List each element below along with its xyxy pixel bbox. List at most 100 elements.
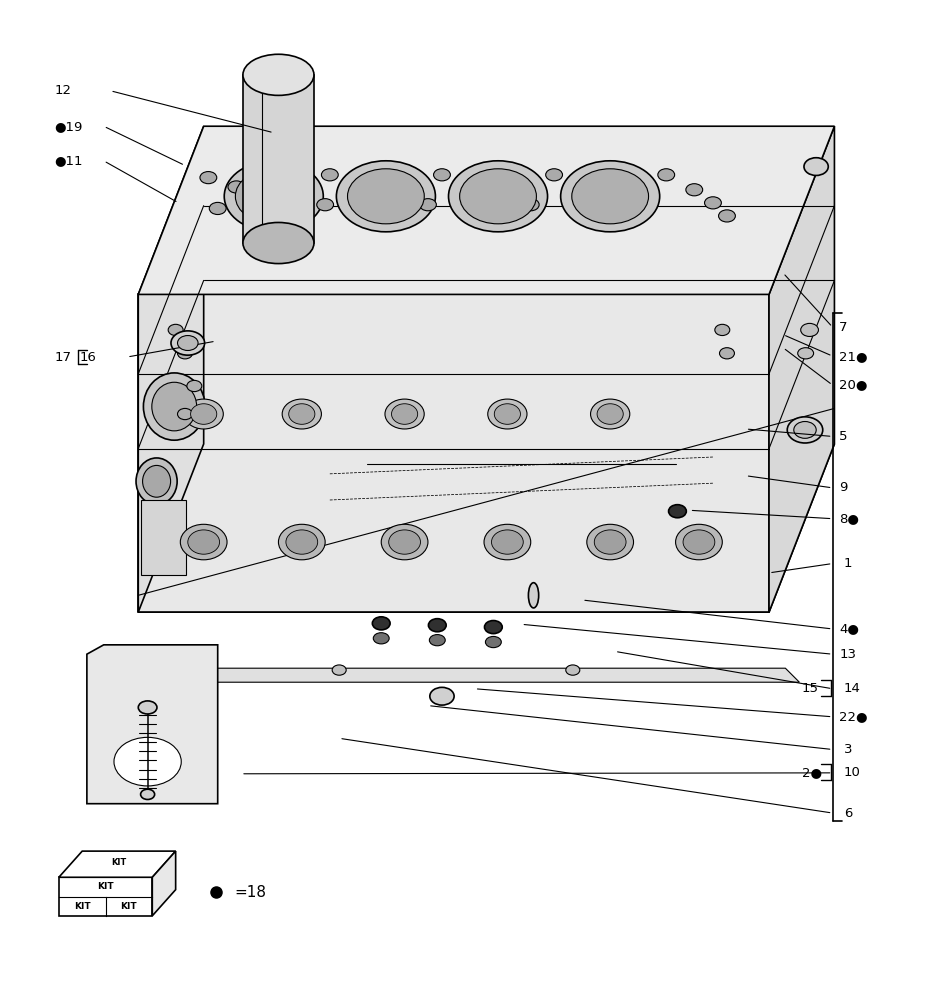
Ellipse shape [141,789,154,799]
Ellipse shape [560,161,660,232]
Ellipse shape [587,524,634,560]
Ellipse shape [178,336,198,350]
Ellipse shape [429,619,446,632]
Ellipse shape [597,404,623,424]
Ellipse shape [488,399,527,429]
Ellipse shape [385,399,424,429]
Ellipse shape [373,633,389,644]
Ellipse shape [152,382,196,431]
Ellipse shape [484,621,502,634]
Text: 7: 7 [839,321,848,334]
Text: 17: 17 [55,351,71,364]
Ellipse shape [243,222,314,264]
Ellipse shape [804,158,828,175]
Ellipse shape [801,323,819,336]
Ellipse shape [168,324,183,336]
Polygon shape [138,126,204,612]
Ellipse shape [382,524,428,560]
Ellipse shape [793,422,816,438]
Text: ●11: ●11 [55,154,83,167]
Text: 16: 16 [79,351,96,364]
Ellipse shape [683,530,714,554]
Text: 1: 1 [844,557,853,570]
Ellipse shape [658,169,675,181]
Ellipse shape [705,197,721,209]
Ellipse shape [184,399,224,429]
Ellipse shape [228,181,244,193]
Ellipse shape [317,199,334,211]
Ellipse shape [798,348,814,359]
Ellipse shape [180,524,227,560]
Ellipse shape [594,530,626,554]
Polygon shape [138,126,835,294]
Ellipse shape [714,324,729,336]
Ellipse shape [144,373,205,440]
Text: 6: 6 [844,807,853,820]
Ellipse shape [484,524,531,560]
Ellipse shape [566,665,580,675]
Ellipse shape [286,530,318,554]
Ellipse shape [372,617,390,630]
Text: 9: 9 [839,481,848,494]
Polygon shape [86,645,218,804]
Ellipse shape [138,701,157,714]
Text: 21●: 21● [839,350,868,363]
Ellipse shape [668,505,686,518]
Text: 15: 15 [802,682,819,695]
Ellipse shape [332,665,346,675]
Ellipse shape [278,524,325,560]
Ellipse shape [243,54,314,95]
Text: KIT: KIT [111,858,126,867]
Text: KIT: KIT [97,882,114,891]
Ellipse shape [528,583,539,608]
Text: 12: 12 [55,84,71,97]
Ellipse shape [572,169,649,224]
Text: 2●: 2● [802,766,822,779]
Ellipse shape [718,210,735,222]
Ellipse shape [719,348,734,359]
Ellipse shape [210,202,227,215]
Text: 14: 14 [844,682,861,695]
Ellipse shape [430,687,454,705]
Text: ●19: ●19 [55,120,83,133]
Ellipse shape [460,169,537,224]
Polygon shape [138,294,769,612]
Ellipse shape [787,417,822,443]
Ellipse shape [225,161,323,232]
Ellipse shape [235,169,312,224]
Ellipse shape [448,161,548,232]
Ellipse shape [178,348,193,359]
Polygon shape [138,444,835,612]
Ellipse shape [391,404,417,424]
Text: 5: 5 [839,430,848,443]
Text: 10: 10 [844,766,861,779]
Polygon shape [769,126,835,612]
Ellipse shape [492,530,524,554]
Ellipse shape [419,199,436,211]
Ellipse shape [143,465,170,497]
Ellipse shape [625,199,642,211]
Ellipse shape [289,404,315,424]
Ellipse shape [178,408,193,420]
Text: 8●: 8● [839,512,859,525]
Polygon shape [141,500,186,575]
Ellipse shape [200,172,217,184]
Ellipse shape [187,380,202,392]
Polygon shape [152,851,176,916]
Ellipse shape [686,184,703,196]
Ellipse shape [546,169,562,181]
Text: 13: 13 [839,648,856,661]
Text: KIT: KIT [120,902,137,911]
Ellipse shape [188,530,220,554]
Text: 4●: 4● [839,622,859,635]
Polygon shape [59,877,152,916]
Text: 20●: 20● [839,379,868,392]
Ellipse shape [348,169,424,224]
Ellipse shape [676,524,722,560]
Polygon shape [243,75,314,243]
Ellipse shape [337,161,435,232]
Ellipse shape [433,169,450,181]
Text: 3: 3 [844,743,853,756]
Ellipse shape [494,404,521,424]
Ellipse shape [282,399,321,429]
